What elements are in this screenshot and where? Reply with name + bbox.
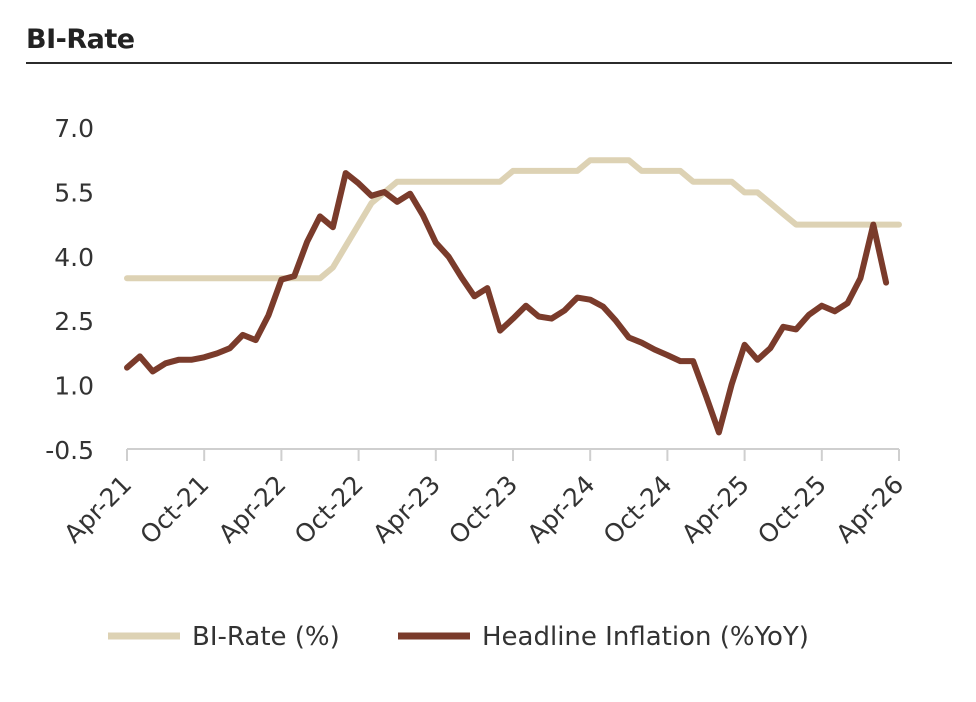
y-tick-label: 7.0 [54,114,94,143]
x-tick-label: Apr-21 [58,470,137,549]
x-tick-label: Apr-24 [522,470,601,549]
chart-title: BI-Rate [26,24,135,55]
title-divider [26,62,952,64]
x-tick-label: Oct-23 [443,470,523,550]
legend-label: BI-Rate (%) [192,622,340,652]
x-tick-label: Oct-25 [752,470,832,550]
legend: BI-Rate (%) Headline Inflation (%YoY) [108,622,809,652]
legend-label: Headline Inflation (%YoY) [482,622,809,652]
x-axis-ticks: Apr-21Oct-21Apr-22Oct-22Apr-23Oct-23Apr-… [58,449,909,550]
y-tick-label: 4.0 [54,243,94,272]
x-tick-label: Apr-26 [830,470,909,549]
x-tick-label: Apr-25 [676,470,755,549]
series-line-bi-rate [124,157,902,282]
y-axis-ticks: 7.0 5.5 4.0 2.5 1.0 -0.5 [45,114,94,465]
x-tick-label: Oct-24 [598,470,678,550]
x-tick-label: Oct-21 [134,470,214,550]
series-group [124,157,902,436]
y-tick-label: 1.0 [54,372,94,401]
x-tick-label: Apr-22 [213,470,292,549]
x-tick-label: Apr-23 [367,470,446,549]
y-tick-label: 5.5 [54,178,94,207]
y-tick-label: -0.5 [45,436,94,465]
series-line-headline-inflation [124,170,890,436]
y-tick-label: 2.5 [54,307,94,336]
x-tick-label: Oct-22 [289,470,369,550]
